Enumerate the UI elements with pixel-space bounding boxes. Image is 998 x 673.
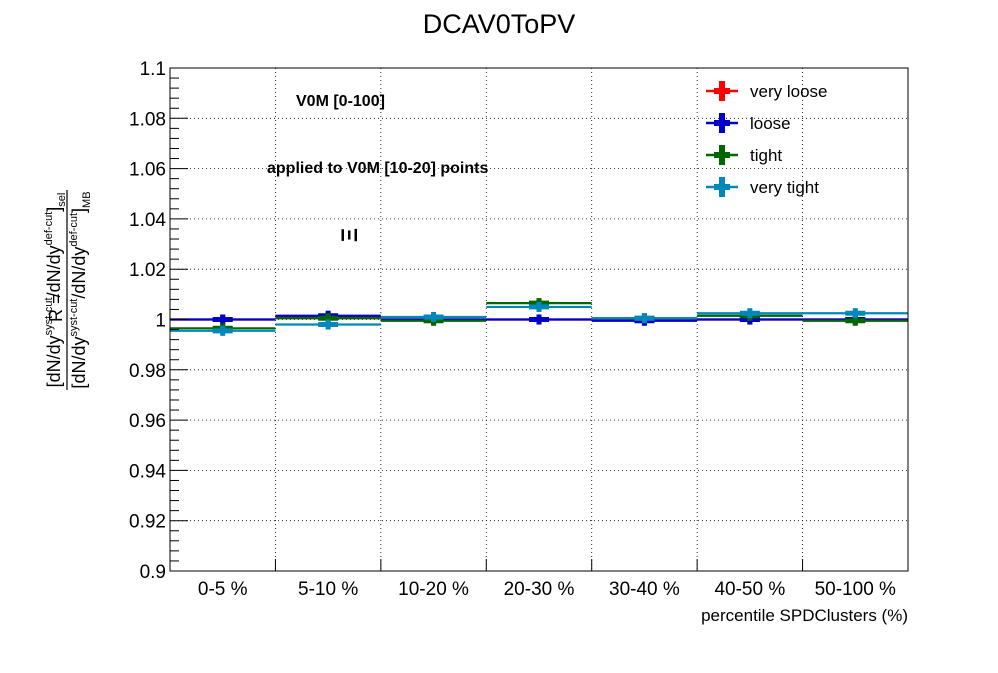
x-category-label: 10-20 % [398,579,469,600]
x-axis-label: percentile SPDClusters (%) [701,606,908,625]
y-tick-label: 1 [155,311,166,332]
x-category-label: 50-100 % [815,579,896,600]
y-label-lhs: R = [46,293,66,322]
axis-ticks [169,67,909,572]
legend-label: tight [750,146,782,165]
series-very-tight [170,301,908,336]
y-tick-label: 1.02 [129,260,166,281]
legend-label: loose [750,114,791,133]
y-tick-label: 0.94 [129,461,166,482]
y-tick-label: 1.04 [129,210,166,231]
annotation-particle: Ξ [337,228,362,242]
y-tick-label: 0.98 [129,361,166,382]
y-tick-label: 0.9 [140,562,166,583]
annotation-applied: applied to V0M [10-20] points [267,160,488,177]
x-category-label: 5-10 % [298,579,358,600]
legend-item: tight [706,145,782,165]
y-tick-label: 1.1 [140,59,166,80]
x-category-labels: 0-5 % 5-10 % 10-20 % 20-30 % 30-40 % 40-50 % 5… [198,579,896,600]
y-tick-label: 0.96 [129,411,166,432]
x-category-label: 30-40 % [609,579,680,600]
chart-title: DCAV0ToPV [423,9,576,39]
x-category-label: 20-30 % [504,579,575,600]
y-label-denominator: [dN/dysyst-cut/dN/dydef-cut]MB [68,191,93,388]
legend-label: very loose [750,82,827,101]
y-tick-label: 0.92 [129,512,166,533]
x-category-label: 0-5 % [198,579,248,600]
y-tick-label: 1.06 [129,160,166,181]
legend-item: very tight [706,177,819,197]
annotation-estimator: V0M [0-100] [296,93,385,110]
plot-series [170,298,908,336]
legend-item: very loose [706,81,827,101]
y-axis-label: R = [dN/dysyst-cut/dN/dydef-cut]sel [dN/… [43,190,93,390]
y-label-numerator: [dN/dysyst-cut/dN/dydef-cut]sel [43,193,68,388]
legend-label: very tight [750,178,819,197]
legend-item: loose [706,113,791,133]
y-tick-labels: 0.9 0.92 0.94 0.96 0.98 1 1.02 1.04 1.06 1.08 1.1 [129,59,166,583]
legend: very loose loose tight very tight [706,81,827,197]
y-tick-label: 1.08 [129,109,166,130]
x-category-label: 40-50 % [714,579,785,600]
